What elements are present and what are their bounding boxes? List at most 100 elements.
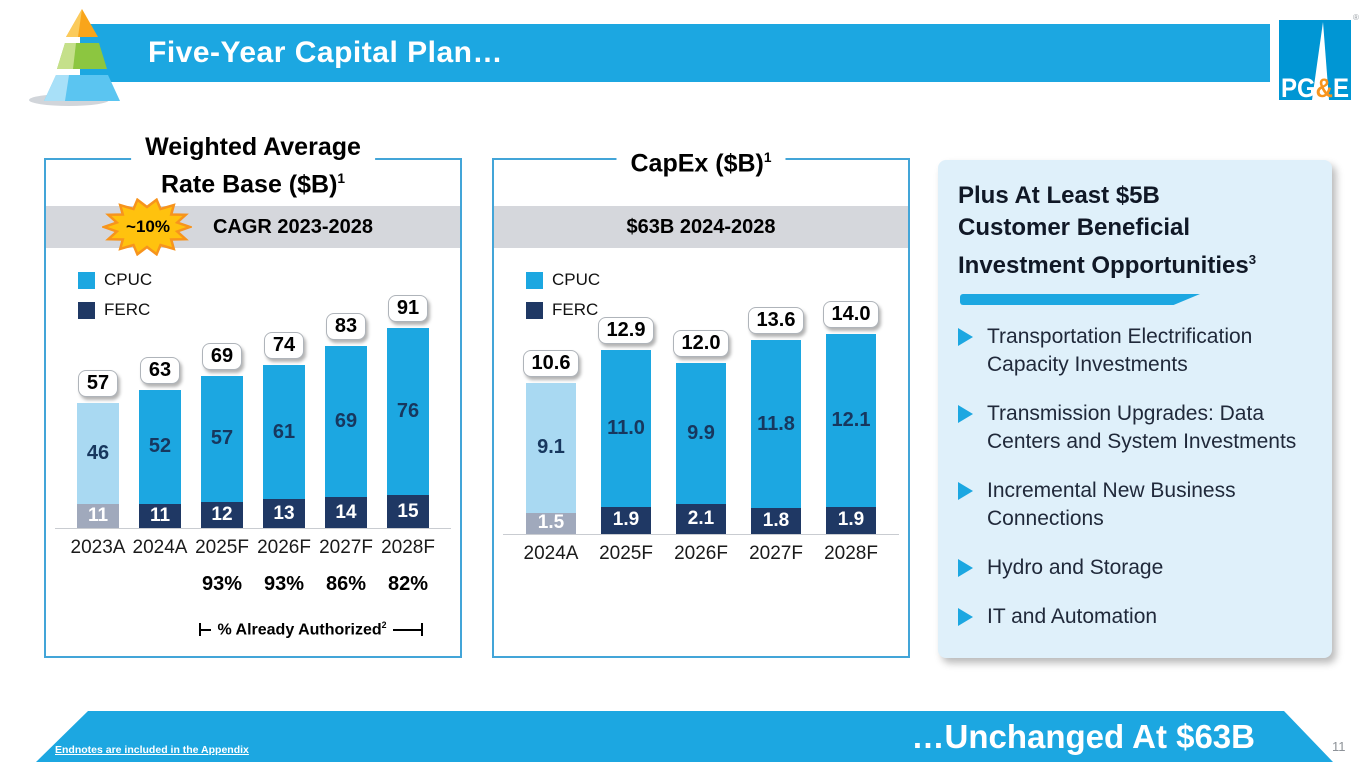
bar-column: 57 46 11 (67, 287, 129, 528)
bullet-arrow-icon (958, 328, 973, 346)
page-title: Five-Year Capital Plan… (148, 36, 503, 69)
bar-segment-ferc: 11 (139, 503, 181, 528)
bar-segment-ferc: 1.9 (601, 506, 651, 534)
bar-column: 83 69 14 (315, 287, 377, 528)
rate-base-chart: Weighted Average Rate Base ($B)1 CAGR 20… (44, 132, 462, 658)
total-label: 57 (77, 369, 119, 397)
bullet-arrow-icon (958, 608, 973, 626)
ferc-swatch-icon (526, 301, 543, 319)
bar-column: 91 76 15 (377, 287, 439, 528)
footer-banner-text: …Unchanged At $63B (911, 718, 1255, 755)
bar-segment-ferc: 1.9 (826, 506, 876, 534)
pge-logo-icon: PG&E ® (1279, 13, 1359, 102)
cagr-burst-value: ~10% (126, 217, 170, 236)
bar-column: 69 57 12 (191, 287, 253, 528)
total-label: 69 (201, 343, 243, 371)
bullet-arrow-icon (958, 482, 973, 500)
registered-mark: ® (1353, 13, 1359, 22)
authorized-percent: 93% (263, 573, 305, 595)
total-label: 13.6 (747, 306, 805, 334)
title-underline-swoosh (960, 294, 1200, 305)
x-axis-label: 2028F (824, 543, 878, 564)
bar-column: 12.0 9.9 2.1 (664, 289, 739, 534)
authorized-caption: % Already Authorized2 (217, 620, 387, 639)
bullet-item: Incremental New Business Connections (958, 477, 1314, 533)
bullet-arrow-icon (958, 559, 973, 577)
x-axis-label: 2028F (381, 537, 435, 558)
svg-text:PG&E: PG&E (1281, 73, 1349, 102)
bar-stack: 9.9 2.1 (676, 362, 726, 534)
bar-stack: 52 11 (139, 389, 181, 528)
bar-segment-cpuc: 11.0 (601, 349, 651, 507)
bullet-text: IT and Automation (987, 605, 1158, 628)
x-axis-label: 2024A (132, 537, 188, 558)
header-bar: Five-Year Capital Plan… (80, 24, 1270, 82)
bar-segment-ferc: 1.5 (526, 512, 576, 534)
legend-label-cpuc: CPUC (104, 270, 153, 289)
bullet-text: Incremental New Business Connections (987, 479, 1236, 530)
total-label: 74 (263, 332, 305, 360)
x-axis-label: 2026F (257, 537, 311, 558)
total-label: 63 (139, 356, 181, 384)
bar-segment-cpuc: 9.9 (676, 362, 726, 504)
bar-segment-ferc: 1.8 (751, 508, 801, 534)
total-label: 12.0 (672, 329, 730, 357)
total-label: 14.0 (822, 301, 880, 329)
legend-label-ferc: FERC (104, 300, 151, 319)
bar-segment-ferc: 2.1 (676, 504, 726, 534)
bullet-item: IT and Automation (958, 603, 1314, 631)
bar-column: 63 52 11 (129, 287, 191, 528)
bar-segment-ferc: 14 (325, 497, 367, 528)
bar-stack: 12.1 1.9 (826, 334, 876, 534)
logo-letters-pg: PG (1281, 73, 1316, 102)
bar-segment-ferc: 12 (201, 501, 243, 528)
bar-stack: 46 11 (77, 402, 119, 528)
bullet-text: Hydro and Storage (987, 556, 1164, 579)
x-axis-label: 2025F (195, 537, 249, 558)
endnotes-link[interactable]: Endnotes are included in the Appendix (55, 744, 249, 756)
cpuc-swatch-icon (526, 271, 543, 289)
total-label: 12.9 (597, 316, 655, 344)
bar-segment-cpuc: 57 (201, 376, 243, 502)
bar-stack: 9.1 1.5 (526, 382, 576, 534)
bar-segment-cpuc: 61 (263, 365, 305, 500)
bar-segment-cpuc: 46 (77, 402, 119, 504)
bar-stack: 57 12 (201, 376, 243, 528)
bar-segment-cpuc: 76 (387, 328, 429, 495)
x-axis-labels: 2024A 2025F 2026F 2027F 2028F (503, 543, 899, 565)
bar-segment-cpuc: 69 (325, 345, 367, 498)
bar-stack: 61 13 (263, 365, 305, 528)
chart-title-rate-base: Weighted Average Rate Base ($B)1 (131, 132, 375, 201)
logo-ampersand: & (1316, 73, 1333, 102)
bullet-item: Transportation Electrification Capacity … (958, 323, 1314, 379)
total-label: 10.6 (522, 349, 580, 377)
bar-segment-cpuc: 12.1 (826, 334, 876, 507)
bar-stack: 11.0 1.9 (601, 349, 651, 534)
bar-segment-cpuc: 11.8 (751, 339, 801, 509)
authorized-bracket: % Already Authorized2 (196, 620, 426, 639)
bullet-text: Transportation Electrification Capacity … (987, 325, 1253, 376)
logo-letter-e: E (1333, 73, 1349, 102)
legend-label-cpuc: CPUC (552, 270, 601, 289)
x-axis-label: 2027F (319, 537, 373, 558)
total-label: 91 (387, 295, 429, 322)
bar-column: 14.0 12.1 1.9 (814, 289, 889, 534)
bar-column: 12.9 11.0 1.9 (589, 289, 664, 534)
x-axis-labels: 2023A 2024A 2025F 2026F 2027F 2028F (55, 537, 451, 559)
bar-column: 13.6 11.8 1.8 (739, 289, 814, 534)
benefit-list: Transportation Electrification Capacity … (958, 323, 1314, 631)
bar-column: 10.6 9.1 1.5 (514, 289, 589, 534)
bullet-item: Transmission Upgrades: Data Centers and … (958, 400, 1314, 456)
bar-stack: 76 15 (387, 328, 429, 528)
bar-segment-ferc: 13 (263, 499, 305, 528)
capex-banner: $63B 2024-2028 (494, 206, 908, 248)
bullet-item: Hydro and Storage (958, 554, 1314, 582)
cpuc-swatch-icon (78, 271, 95, 289)
bar-segment-ferc: 11 (77, 503, 119, 528)
x-axis-label: 2023A (70, 537, 126, 558)
authorized-percent (67, 573, 129, 596)
bar-stack: 11.8 1.8 (751, 339, 801, 534)
pyramid-logo-icon (29, 9, 120, 106)
authorized-percent: 93% (201, 573, 243, 595)
